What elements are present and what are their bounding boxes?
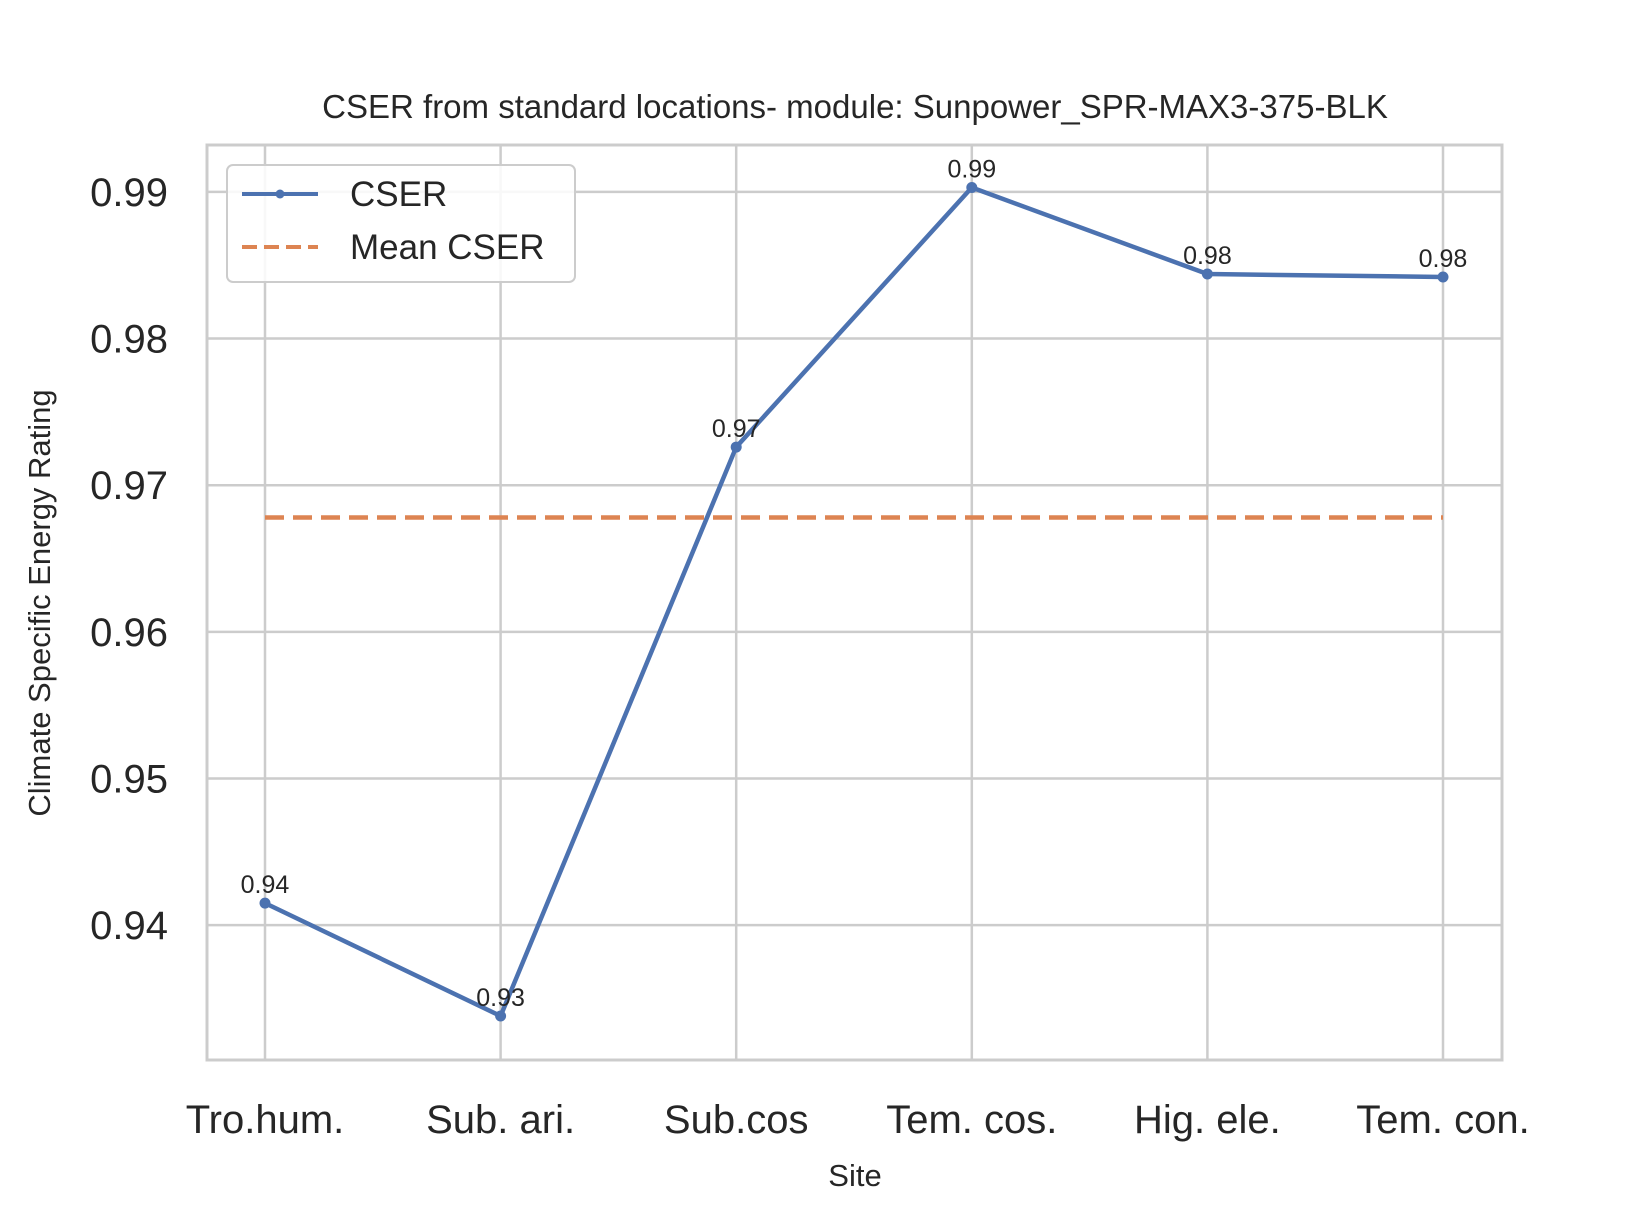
gridlines xyxy=(207,145,1502,1060)
cser-data-label: 0.97 xyxy=(712,415,761,443)
x-tick-label: Tem. cos. xyxy=(886,1098,1057,1142)
chart-title: CSER from standard locations- module: Su… xyxy=(322,88,1388,125)
legend-label-cser: CSER xyxy=(350,175,447,214)
cser-point xyxy=(730,441,742,453)
y-tick-label: 0.96 xyxy=(90,611,168,655)
cser-data-label: 0.98 xyxy=(1419,245,1468,273)
y-tick-label: 0.99 xyxy=(90,171,168,215)
tick-labels: Tro.hum. Sub. ari. Sub.cos Tem. cos. Hig. el… xyxy=(90,171,1530,1142)
cser-data-label: 0.93 xyxy=(476,984,525,1012)
x-tick-label: Sub.cos xyxy=(664,1098,809,1142)
legend-marker-cser xyxy=(275,189,285,199)
x-axis-label: Site xyxy=(828,1158,881,1193)
cser-point xyxy=(1437,271,1449,283)
y-axis-label: Climate Specific Energy Rating xyxy=(22,389,57,816)
cser-data-label: 0.98 xyxy=(1183,242,1232,270)
y-tick-label: 0.98 xyxy=(90,318,168,362)
y-tick-label: 0.95 xyxy=(90,757,168,801)
x-tick-label: Tro.hum. xyxy=(186,1098,345,1142)
cser-point xyxy=(259,897,271,909)
series-lines xyxy=(259,182,1449,1022)
plot-area xyxy=(205,143,1504,1062)
x-tick-label: Hig. ele. xyxy=(1134,1098,1281,1142)
cser-data-label: 0.94 xyxy=(241,871,290,899)
cser-line xyxy=(264,185,1444,1019)
cser-data-label: 0.99 xyxy=(947,156,996,184)
x-tick-label: Sub. ari. xyxy=(426,1098,575,1142)
cser-point xyxy=(1201,268,1213,280)
y-tick-label: 0.94 xyxy=(90,904,168,948)
legend: CSER Mean CSER xyxy=(226,164,576,283)
legend-label-mean: Mean CSER xyxy=(350,228,545,267)
y-tick-label: 0.97 xyxy=(90,464,168,508)
cser-point xyxy=(495,1010,507,1022)
data-labels: 0.94 0.93 0.97 0.99 0.98 0.98 xyxy=(241,156,1468,1012)
cser-point xyxy=(966,182,978,194)
x-tick-label: Tem. con. xyxy=(1356,1098,1529,1142)
